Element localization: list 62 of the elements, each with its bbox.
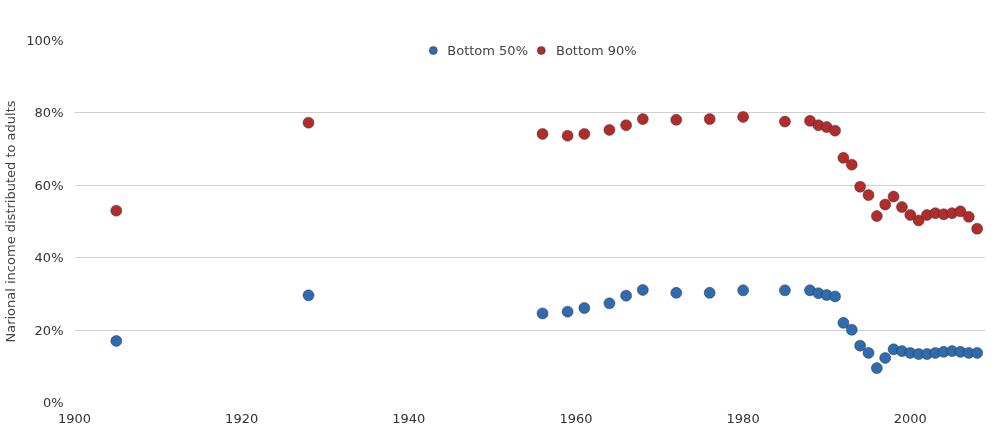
- point: [536, 307, 549, 320]
- x-tick-label: 1940: [392, 410, 426, 426]
- point: [904, 208, 917, 221]
- point: [845, 323, 858, 336]
- point: [302, 116, 315, 129]
- y-tick-label: 40%: [34, 250, 64, 266]
- point: [561, 305, 574, 318]
- x-tick-label: 1960: [559, 410, 593, 426]
- point: [703, 113, 716, 126]
- y-axis-title: Narional income distributed to adults: [3, 100, 19, 343]
- point: [737, 110, 750, 123]
- point: [845, 158, 858, 171]
- legend-label: Bottom 50%: [447, 42, 528, 58]
- point: [971, 222, 984, 235]
- point: [636, 113, 649, 126]
- point: [870, 210, 883, 223]
- point: [837, 316, 850, 329]
- point: [778, 115, 791, 128]
- point: [578, 127, 591, 140]
- point: [737, 284, 750, 297]
- point: [302, 289, 315, 302]
- legend-label: Bottom 90%: [556, 42, 637, 58]
- point: [862, 346, 875, 359]
- point: [110, 204, 123, 217]
- point: [895, 201, 908, 214]
- point: [778, 284, 791, 297]
- point: [954, 205, 967, 218]
- point: [670, 113, 683, 126]
- y-tick-label: 20%: [34, 322, 64, 338]
- x-tick-label: 2000: [893, 410, 927, 426]
- point: [971, 346, 984, 359]
- point: [603, 123, 616, 136]
- point: [870, 362, 883, 375]
- point: [829, 290, 842, 303]
- point: [829, 124, 842, 137]
- point: [879, 198, 892, 211]
- y-tick-label: 80%: [34, 105, 64, 121]
- point: [636, 283, 649, 296]
- point: [578, 302, 591, 315]
- y-tick-label: 0%: [42, 395, 64, 410]
- point: [670, 286, 683, 299]
- point: [887, 190, 900, 203]
- point: [803, 114, 816, 127]
- x-tick-label: 1920: [225, 410, 259, 426]
- point: [620, 119, 633, 132]
- point: [703, 286, 716, 299]
- point: [854, 180, 867, 193]
- point: [110, 334, 123, 347]
- x-tick-label: 1980: [726, 410, 760, 426]
- point: [620, 289, 633, 302]
- point: [962, 210, 975, 223]
- point: [536, 127, 549, 140]
- point: [837, 151, 850, 164]
- point: [603, 297, 616, 310]
- x-tick-label: 1900: [57, 410, 92, 426]
- point: [561, 129, 574, 142]
- point: [854, 339, 867, 352]
- point: [879, 351, 892, 364]
- y-tick-label: 100%: [26, 33, 64, 48]
- point: [862, 189, 875, 202]
- y-tick-label: 60%: [34, 177, 64, 193]
- point: [912, 214, 925, 227]
